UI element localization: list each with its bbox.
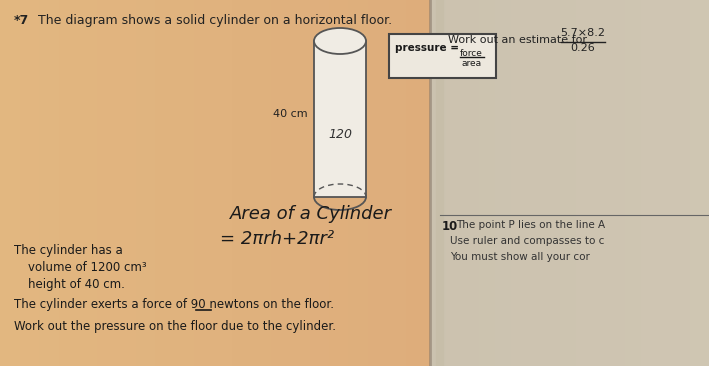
Bar: [314, 41, 366, 197]
Text: Work out the pressure on the floor due to the cylinder.: Work out the pressure on the floor due t…: [14, 320, 336, 333]
Text: 5.7×8.2: 5.7×8.2: [561, 28, 605, 38]
Text: You must show all your cor: You must show all your cor: [450, 252, 590, 262]
Text: 120: 120: [328, 127, 352, 141]
Text: The point P lies on the line A: The point P lies on the line A: [456, 220, 605, 230]
Text: volume of 1200 cm³: volume of 1200 cm³: [28, 261, 147, 274]
Text: 10: 10: [442, 220, 458, 233]
Text: 40 cm: 40 cm: [274, 109, 308, 119]
Text: The diagram shows a solid cylinder on a horizontal floor.: The diagram shows a solid cylinder on a …: [38, 14, 392, 27]
FancyBboxPatch shape: [389, 34, 496, 78]
Text: Work out an estimate for: Work out an estimate for: [448, 35, 587, 45]
Ellipse shape: [314, 28, 366, 54]
Text: *7: *7: [14, 14, 29, 27]
Text: force: force: [460, 49, 483, 58]
Text: Area of a Cylinder: Area of a Cylinder: [230, 205, 392, 223]
Text: Use ruler and compasses to c: Use ruler and compasses to c: [450, 236, 604, 246]
Text: area: area: [462, 59, 482, 68]
Text: = 2πrh+2πr²: = 2πrh+2πr²: [220, 230, 334, 248]
Text: The cylinder has a: The cylinder has a: [14, 244, 123, 257]
Text: height of 40 cm.: height of 40 cm.: [28, 278, 125, 291]
Text: The cylinder exerts a force of 90 newtons on the floor.: The cylinder exerts a force of 90 newton…: [14, 298, 334, 311]
Text: 0.26: 0.26: [571, 43, 596, 53]
Text: pressure =: pressure =: [395, 43, 459, 53]
